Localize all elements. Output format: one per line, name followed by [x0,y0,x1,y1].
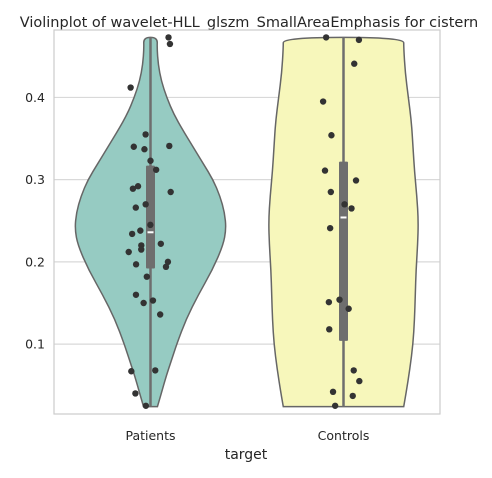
y-tick-label: 0.4 [25,90,45,105]
data-point [156,311,164,318]
data-point [152,367,159,374]
y-tick-label: 0.1 [25,337,45,352]
chart-title: Violinplot of wavelet-HLL_glszm_SmallAre… [20,15,479,31]
data-point [327,188,335,196]
data-point [152,166,160,173]
data-point [128,230,136,238]
data-point [326,326,333,333]
data-point [322,34,330,41]
data-point [157,240,165,247]
iqr-box-controls [339,161,348,341]
data-point [130,143,137,150]
data-point [142,131,149,138]
data-point [165,34,172,41]
iqr-box-patients [146,165,155,269]
data-point [138,246,145,253]
data-point [349,392,356,400]
data-point [147,157,154,164]
data-point [325,298,333,306]
data-point [141,146,148,153]
data-point [162,263,170,271]
data-point [143,273,151,280]
data-point [351,60,358,67]
data-point [132,204,139,211]
y-ticks: 0.1 0.2 0.3 0.4 [25,90,45,352]
data-point [147,221,154,229]
data-point [127,84,134,91]
data-point [331,402,339,409]
data-point [142,402,150,409]
data-point [134,183,142,190]
data-point [329,388,337,395]
data-point [345,305,352,312]
data-point [129,185,137,192]
data-point [319,98,327,105]
data-point [328,132,335,139]
data-point [132,390,139,397]
x-axis-label: target [225,447,268,463]
data-point [167,188,174,196]
x-ticks: Patients Controls [125,428,369,443]
data-point [166,142,173,150]
data-point [321,167,329,174]
data-point [348,205,355,212]
data-point [125,248,132,256]
data-point [326,224,334,232]
y-tick-label: 0.3 [25,172,45,187]
x-tick-label: Controls [318,428,370,443]
data-point [164,258,172,266]
data-point [350,367,357,374]
data-point [166,40,174,48]
data-point [355,36,363,44]
box-plots [146,37,348,407]
data-point [341,201,348,208]
strip-points [125,34,363,409]
x-tick-label: Patients [125,428,175,443]
plot-frame [53,29,441,415]
data-point [132,291,140,298]
data-point [142,201,149,208]
violin-bodies [74,36,419,408]
data-point [356,377,363,385]
data-point [140,299,147,307]
data-point [137,227,144,234]
data-point [149,297,157,304]
data-point [128,368,135,375]
data-point [132,261,140,268]
y-tick-label: 0.2 [25,254,45,269]
data-point [352,177,360,184]
data-point [336,296,343,303]
